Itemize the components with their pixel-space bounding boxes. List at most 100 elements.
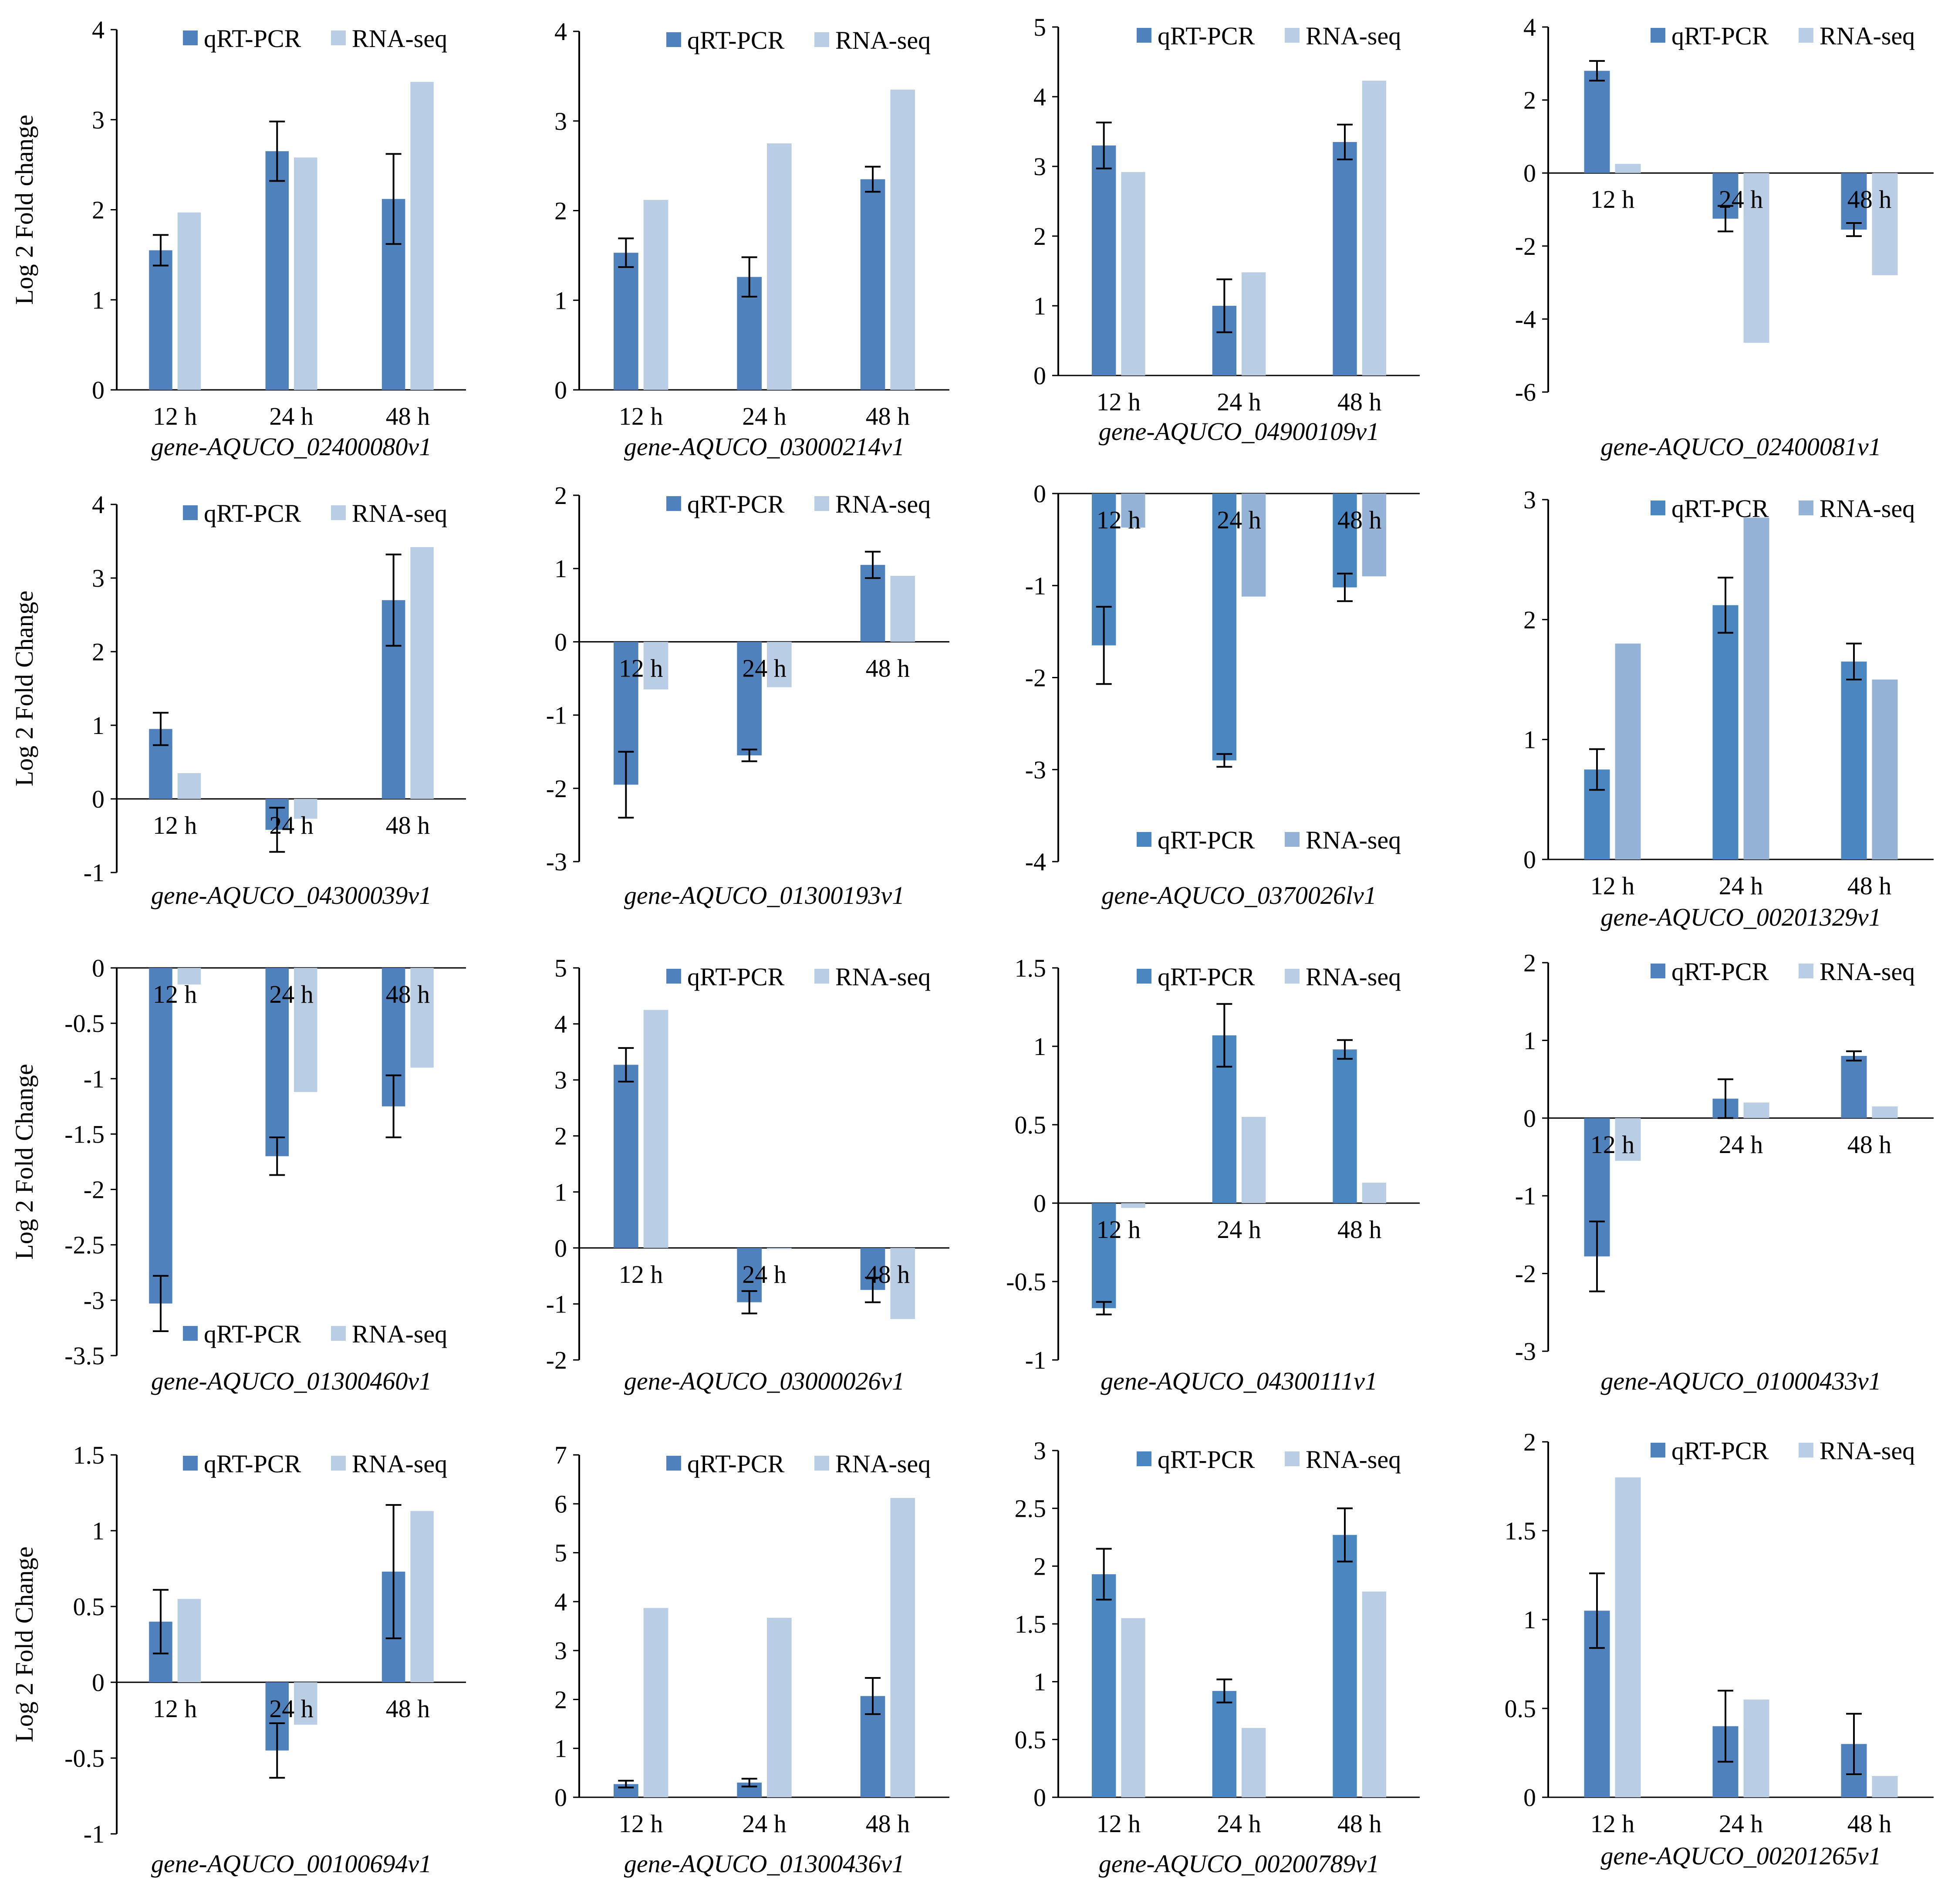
legend-label-rnaseq: RNA-seq [835, 490, 931, 518]
chart-panel: -1 -0.5 0 0.5 1 1.5 12 h 24 h 48 h gene-AQUCO_043… [1006, 954, 1420, 1395]
y-tick-label: 1 [554, 1735, 567, 1763]
bar-qrtpcr [614, 253, 638, 390]
x-category-label: 24 h [742, 654, 787, 682]
legend-swatch-qrtpcr [666, 496, 681, 511]
y-tick-label: 2 [1523, 605, 1536, 634]
x-category-label: 48 h [866, 654, 910, 682]
legend-label-qrtpcr: qRT-PCR [204, 24, 301, 53]
y-axis-title: Log 2 Fold Change [10, 1064, 38, 1259]
gene-title: gene-AQUCO_02400081v1 [1600, 433, 1881, 461]
y-tick-label: -0.5 [64, 1009, 105, 1038]
legend-swatch-rnaseq [331, 1326, 346, 1341]
bar-qrtpcr [149, 250, 172, 390]
bar-rnaseq [890, 576, 915, 642]
legend-label-qrtpcr: qRT-PCR [1671, 957, 1769, 986]
x-category-label: 48 h [1337, 1809, 1382, 1838]
chart-panel: -2 -1 0 1 2 3 4 5 12 h 24 h 48 h gene-AQUCO_0300002… [546, 954, 949, 1395]
y-tick-label: 0 [1033, 362, 1046, 390]
y-tick-label: 1 [1033, 1668, 1046, 1696]
y-tick-label: -3 [84, 1286, 105, 1315]
chart-panel: -4 -3 -2 -1 0 12 h 24 h 48 h gene-AQUCO_0370026l… [1025, 480, 1420, 910]
y-tick-label: 0 [1523, 845, 1536, 874]
x-category-label: 12 h [1097, 1809, 1141, 1838]
x-category-label: 24 h [1217, 506, 1261, 534]
legend-label-rnaseq: RNA-seq [1306, 963, 1401, 991]
x-category-label: 24 h [1719, 185, 1763, 213]
y-tick-label: 0 [92, 785, 105, 813]
x-category-label: 48 h [1847, 1130, 1892, 1159]
bar-qrtpcr [1584, 71, 1610, 173]
gene-title: gene-AQUCO_00201265v1 [1600, 1842, 1881, 1870]
x-category-label: 12 h [153, 980, 197, 1008]
legend-swatch-rnaseq [331, 1456, 346, 1471]
y-tick-label: -3.5 [64, 1342, 105, 1370]
y-tick-label: -2 [1515, 232, 1536, 260]
y-tick-label: -1 [1515, 1182, 1536, 1210]
legend-label-rnaseq: RNA-seq [1820, 494, 1915, 523]
x-category-label: 12 h [619, 1809, 663, 1838]
legend-swatch-rnaseq [1799, 501, 1813, 515]
y-tick-label: -2 [1025, 664, 1046, 692]
x-category-label: 24 h [1217, 1215, 1261, 1244]
chart-panel: 0 1 2 3 4 12 h 24 h 48 h gene-AQUCO_03000214v1 qR… [554, 17, 949, 461]
y-tick-label: -6 [1515, 378, 1536, 406]
x-category-label: 24 h [269, 1694, 314, 1723]
gene-title: gene-AQUCO_01300460v1 [151, 1367, 432, 1395]
bar-rnaseq [177, 212, 201, 390]
bar-rnaseq [767, 143, 792, 390]
y-tick-label: -4 [1025, 848, 1046, 876]
y-tick-label: 1 [554, 1178, 567, 1206]
bar-rnaseq [1121, 1203, 1145, 1208]
legend-label-qrtpcr: qRT-PCR [1158, 826, 1255, 854]
y-tick-label: -2.5 [64, 1231, 105, 1259]
bar-rnaseq [890, 89, 915, 390]
legend-swatch-rnaseq [1285, 1451, 1300, 1466]
y-tick-label: 3 [92, 564, 105, 592]
legend-label-rnaseq: RNA-seq [352, 1320, 447, 1348]
legend-swatch-qrtpcr [1137, 28, 1151, 43]
gene-title: gene-AQUCO_02400080v1 [151, 433, 432, 461]
gene-title: gene-AQUCO_00200789v1 [1099, 1850, 1379, 1878]
chart-panel: -1 -0.5 0 0.5 1 1.5 12 h 24 h 48 h gene-AQUCO_001… [10, 1441, 466, 1878]
x-category-label: 12 h [1590, 872, 1635, 900]
y-tick-label: -1.5 [64, 1120, 105, 1148]
legend-swatch-qrtpcr [1651, 964, 1665, 978]
x-category-label: 12 h [1590, 1130, 1635, 1159]
x-category-label: 48 h [1847, 1809, 1892, 1838]
gene-title: gene-AQUCO_01000433v1 [1600, 1367, 1881, 1395]
y-tick-label: 0 [554, 1234, 567, 1262]
y-tick-label: -1 [84, 1065, 105, 1093]
bar-rnaseq [643, 642, 668, 690]
gene-title: gene-AQUCO_04300039v1 [151, 881, 432, 910]
chart-panel: -6 -4 -2 0 2 4 12 h 24 h 48 h gene-AQUCO_02400081… [1515, 13, 1934, 461]
legend-swatch-rnaseq [814, 969, 829, 984]
y-tick-label: 1 [1523, 1606, 1536, 1634]
bar-rnaseq [177, 773, 201, 799]
legend-label-rnaseq: RNA-seq [835, 26, 931, 54]
x-category-label: 48 h [1337, 1215, 1382, 1244]
bar-qrtpcr [860, 179, 885, 390]
legend-swatch-qrtpcr [183, 1456, 198, 1471]
chart-panel: 0 1 2 3 4 12 h 24 h 48 h gene-AQUCO_02400080v1 qR… [10, 16, 466, 461]
bar-rnaseq [1242, 1728, 1266, 1797]
bar-rnaseq [1362, 81, 1386, 375]
y-tick-label: 3 [1033, 152, 1046, 181]
y-tick-label: 0 [1523, 159, 1536, 187]
y-tick-label: -2 [546, 774, 567, 803]
y-tick-label: 0 [1523, 1783, 1536, 1812]
bar-rnaseq [294, 799, 317, 819]
bar-qrtpcr [614, 1065, 638, 1248]
bar-qrtpcr [1212, 1691, 1236, 1797]
y-tick-label: 0 [1523, 1104, 1536, 1133]
legend-swatch-rnaseq [1799, 28, 1813, 43]
y-tick-label: 1 [1523, 726, 1536, 754]
y-tick-label: 0 [1033, 480, 1046, 508]
legend-label-qrtpcr: qRT-PCR [1671, 1437, 1769, 1465]
y-tick-label: 1 [554, 286, 567, 315]
y-tick-label: 2 [554, 481, 567, 510]
bar-rnaseq [1362, 1591, 1386, 1797]
bar-rnaseq [1872, 680, 1898, 859]
legend-swatch-qrtpcr [666, 969, 681, 984]
x-category-label: 24 h [1719, 872, 1763, 900]
